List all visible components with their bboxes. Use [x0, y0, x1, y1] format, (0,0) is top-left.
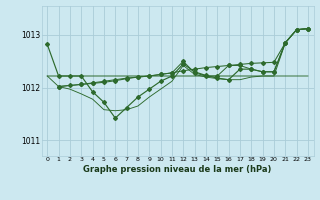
X-axis label: Graphe pression niveau de la mer (hPa): Graphe pression niveau de la mer (hPa)	[84, 165, 272, 174]
